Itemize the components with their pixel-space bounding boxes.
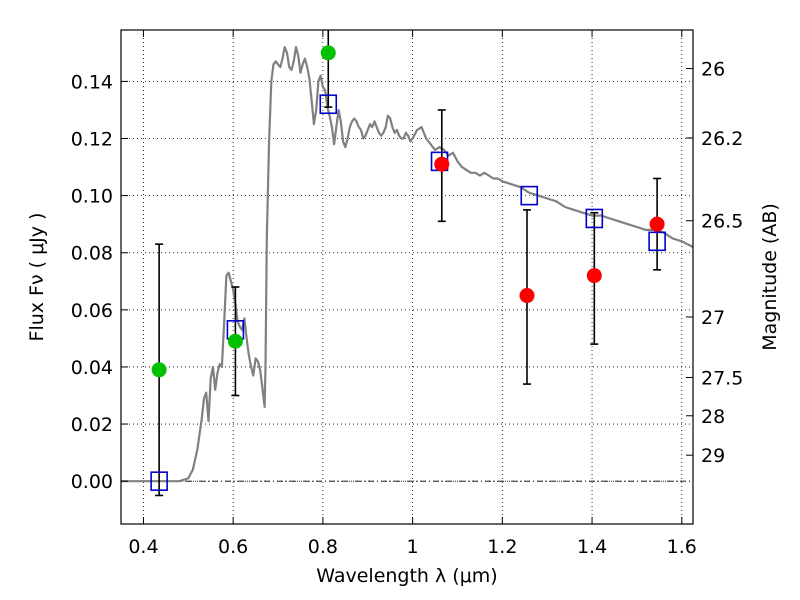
y-tick-label: 0.02 bbox=[71, 414, 113, 436]
y-tick-label: 0.12 bbox=[71, 129, 113, 151]
optical-observed-marker bbox=[320, 45, 336, 61]
y-tick-label: 0.00 bbox=[71, 471, 113, 493]
axis-ticks bbox=[121, 30, 693, 524]
y-axis-label: Flux Fν ( μJy ) bbox=[26, 213, 48, 342]
model-photometry-marker bbox=[319, 94, 338, 115]
model-photometry-marker bbox=[648, 231, 666, 252]
x-axis-label: Wavelength λ (μm) bbox=[316, 565, 497, 587]
model-photometry-marker bbox=[520, 185, 539, 206]
x-tick-label: 1.2 bbox=[487, 536, 517, 558]
optical-observed-marker bbox=[151, 362, 167, 378]
optical-observed-marker bbox=[227, 333, 243, 349]
x-tick-label: 1 bbox=[407, 536, 419, 558]
x-tick-label: 1.4 bbox=[577, 536, 607, 558]
model-photometry-marker bbox=[585, 208, 604, 229]
nir-observed-marker bbox=[649, 216, 665, 232]
y2-tick-label: 26 bbox=[701, 59, 725, 81]
y-tick-label: 0.10 bbox=[71, 186, 113, 208]
y2-tick-label: 26.5 bbox=[701, 211, 743, 233]
x-tick-label: 1.6 bbox=[667, 536, 697, 558]
y2-tick-label: 27 bbox=[701, 307, 725, 329]
x-tick-label: 0.4 bbox=[128, 536, 158, 558]
y-tick-label: 0.08 bbox=[71, 243, 113, 265]
y2-tick-label: 28 bbox=[701, 406, 725, 428]
y-tick-label: 0.04 bbox=[71, 357, 113, 379]
x-tick-label: 0.6 bbox=[218, 536, 248, 558]
plot-frame bbox=[120, 29, 694, 525]
x-tick-label: 0.8 bbox=[308, 536, 338, 558]
y2-tick-label: 29 bbox=[701, 445, 725, 467]
plot-area bbox=[121, 45, 693, 483]
grid-lines bbox=[121, 30, 693, 524]
y2-axis-label: Magnitude (AB) bbox=[759, 203, 781, 351]
nir-observed-marker bbox=[586, 268, 602, 284]
tick-labels: 0.4 0.6 0.8 1 1.2 1.4 1.6 0.00 0.02 0.04 0.06 0.08 0… bbox=[71, 59, 744, 558]
y2-tick-label: 27.5 bbox=[701, 368, 743, 390]
y-tick-label: 0.14 bbox=[71, 71, 113, 93]
y2-tick-label: 26.2 bbox=[701, 128, 743, 150]
data-markers bbox=[150, 45, 666, 491]
nir-observed-marker bbox=[434, 156, 450, 172]
y-tick-label: 0.06 bbox=[71, 300, 113, 322]
nir-observed-marker bbox=[519, 288, 535, 304]
sed-model-line bbox=[121, 45, 693, 483]
error-bars bbox=[155, 30, 662, 497]
model-photometry-marker bbox=[150, 471, 168, 491]
